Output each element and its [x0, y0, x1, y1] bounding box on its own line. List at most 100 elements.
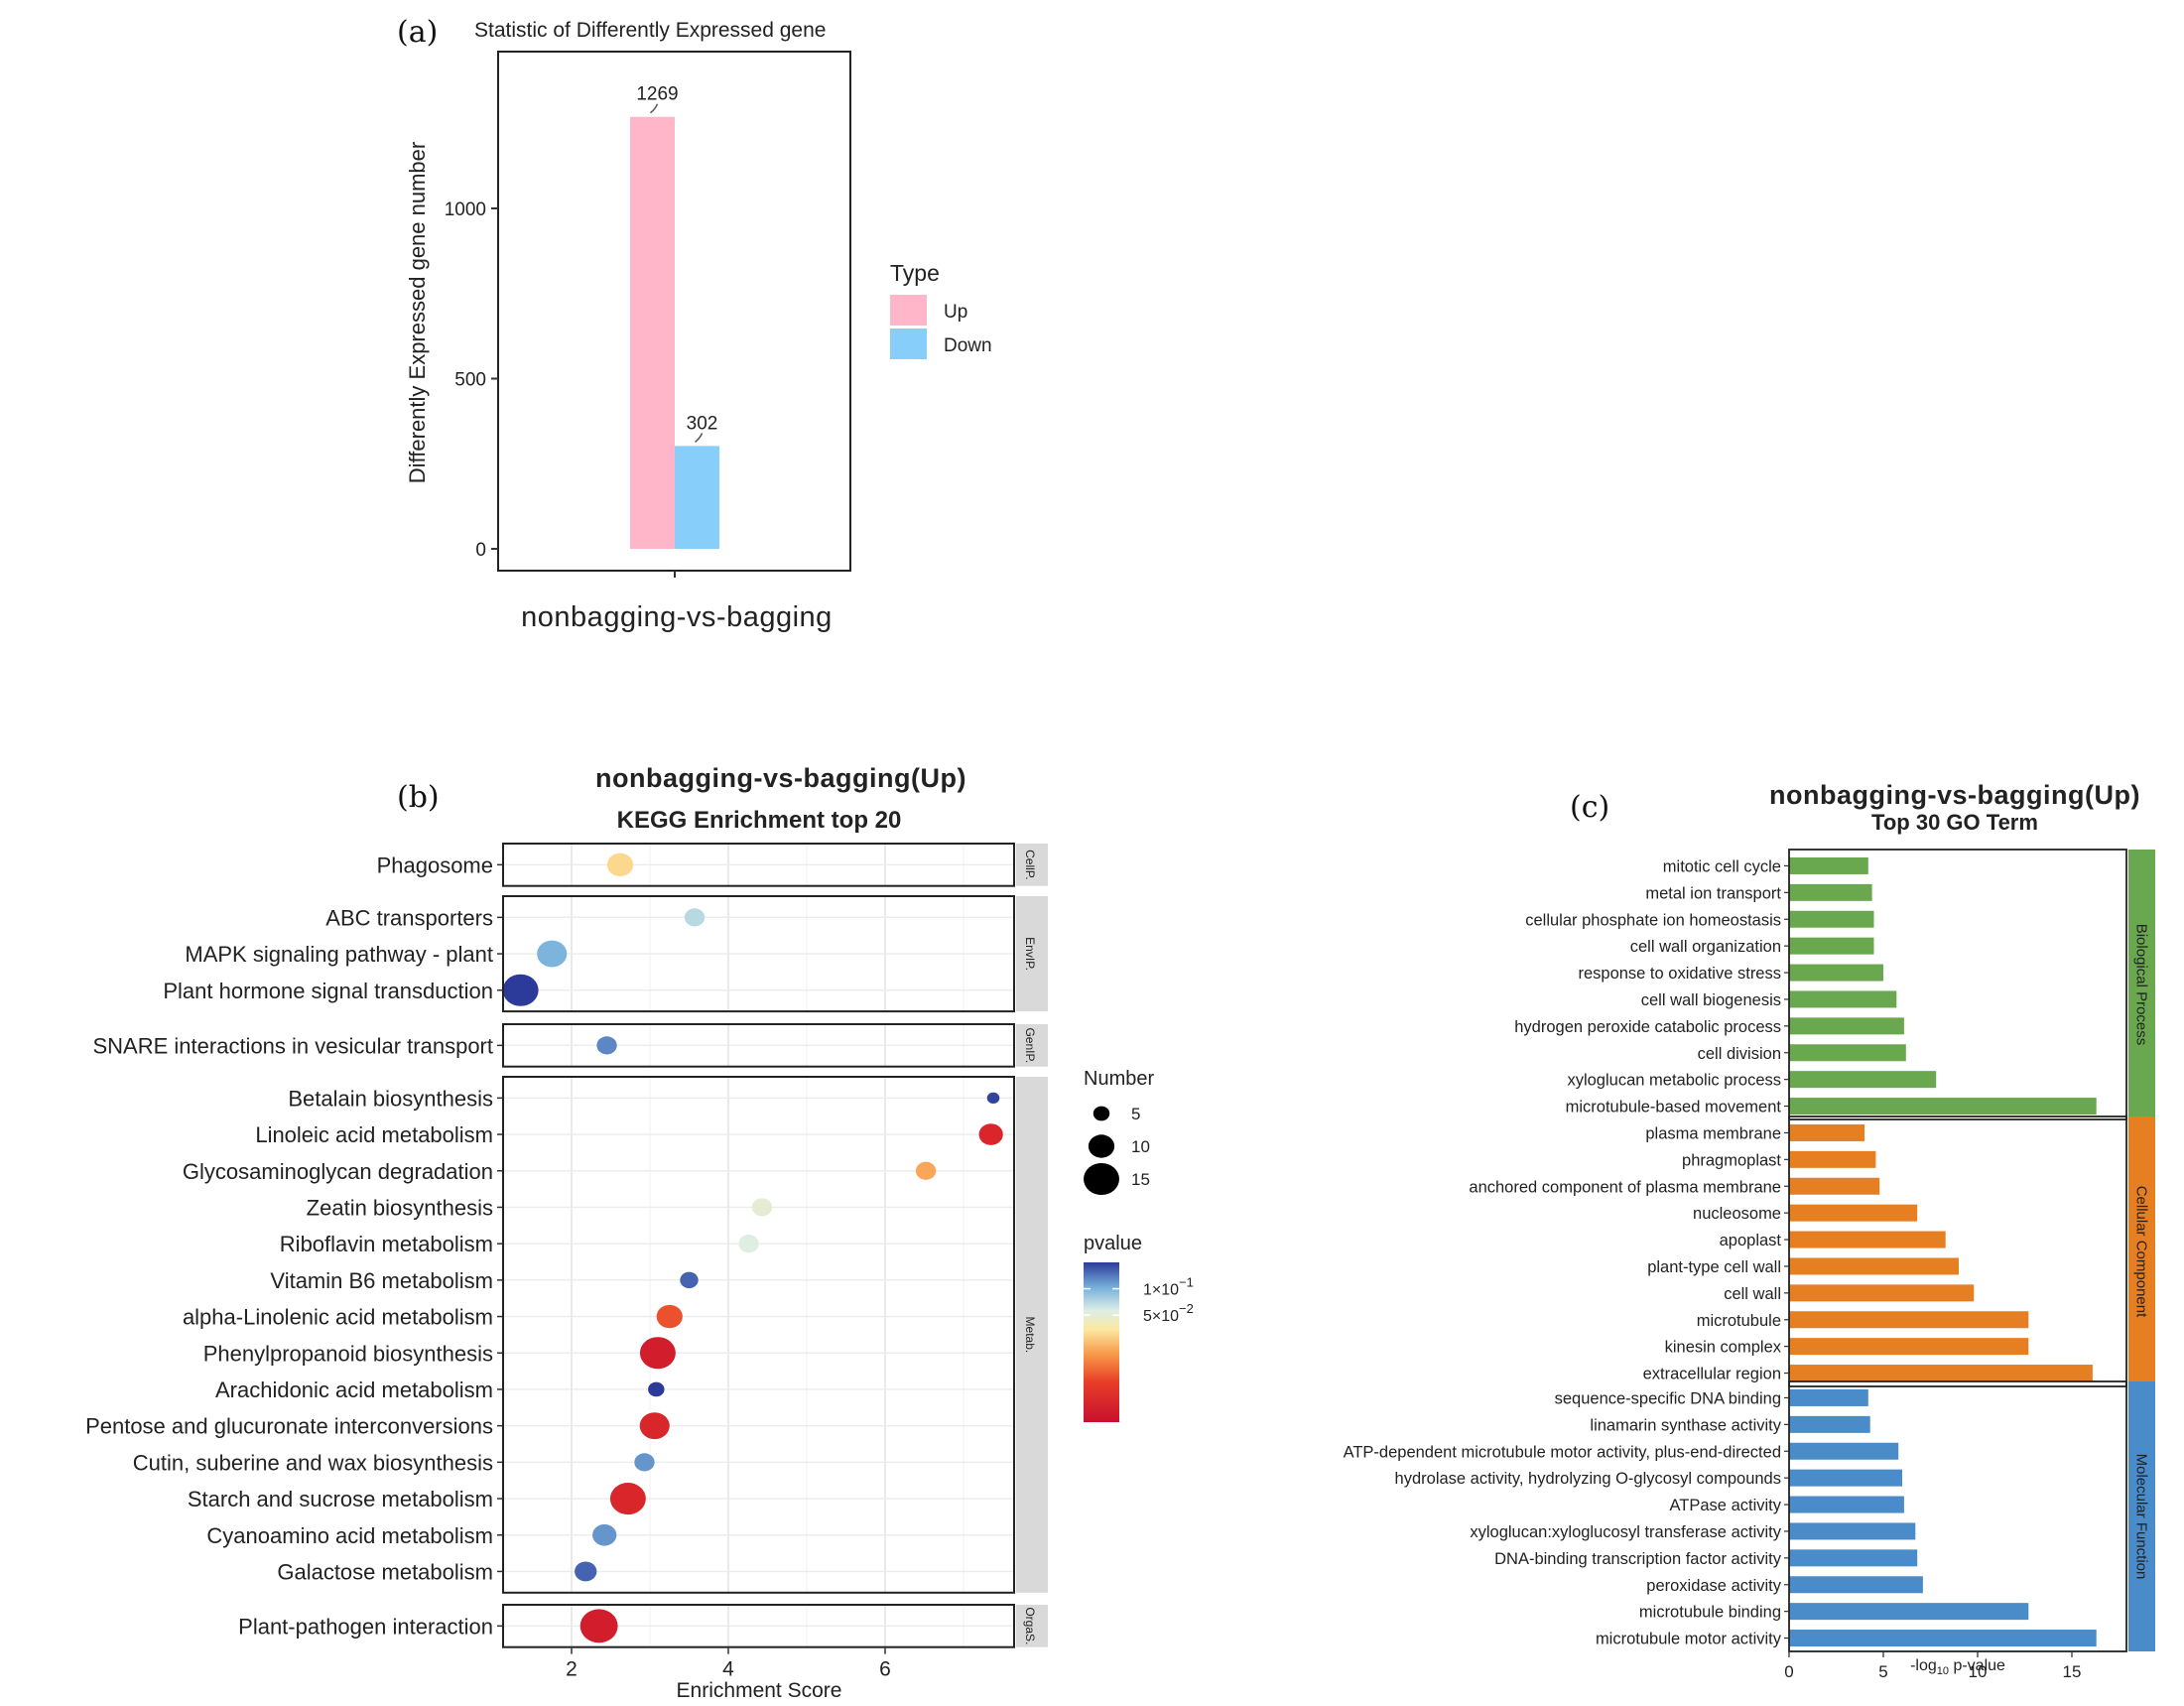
go-bar-microtubule-binding — [1789, 1603, 2029, 1621]
kegg-term-label-phenylpropanoid-biosynthesis: Phenylpropanoid biosynthesis — [203, 1341, 493, 1366]
kegg-color-legend-bar — [1084, 1262, 1119, 1422]
go-bar-nucleosome — [1789, 1204, 1918, 1222]
kegg-facet-strip-orgas — [1016, 1605, 1048, 1647]
go-bar-phragmoplast — [1789, 1150, 1876, 1168]
kegg-term-label-galactose-metabolism: Galactose metabolism — [277, 1559, 493, 1584]
bar-y-tick-label: 500 — [454, 370, 486, 391]
kegg-facet-strip-label-metab: Metab. — [1023, 1317, 1037, 1354]
kegg-size-legend-label-10: 10 — [1131, 1137, 1150, 1156]
bar-chart-legend-title: Type — [890, 260, 940, 286]
panel-b: (b) nonbagging-vs-bagging(Up) KEGG Enric… — [85, 763, 1194, 1702]
go-x-axis-label-tail: p-value — [1949, 1657, 2005, 1674]
go-term-label-response-to-oxidative-stress: response to oxidative stress — [1578, 965, 1781, 983]
go-term-label-linamarin-synthase-activity: linamarin synthase activity — [1590, 1416, 1781, 1434]
kegg-bubble-glycosaminoglycan-degradation — [915, 1161, 937, 1180]
go-term-label-xyloglucan-metabolic-process: xyloglucan metabolic process — [1567, 1072, 1781, 1090]
kegg-term-label-zeatin-biosynthesis: Zeatin biosynthesis — [307, 1195, 493, 1220]
kegg-chart-title: nonbagging-vs-bagging(Up) — [595, 763, 966, 793]
kegg-x-tick-label: 6 — [879, 1658, 891, 1681]
kegg-bubble-betalain-biosynthesis — [986, 1092, 1000, 1104]
kegg-term-label-vitamin-b6-metabolism: Vitamin B6 metabolism — [270, 1268, 493, 1293]
kegg-bubble-plant-pathogen-interaction — [579, 1609, 618, 1643]
bar-value-leader-down — [695, 433, 704, 443]
kegg-x-tick-label: 2 — [566, 1658, 578, 1681]
kegg-facet-strip-cellp — [1016, 844, 1048, 886]
go-term-label-dna-binding-transcription-factor-activity: DNA-binding transcription factor activit… — [1494, 1550, 1782, 1568]
go-term-label-plant-type-cell-wall: plant-type cell wall — [1647, 1258, 1781, 1276]
kegg-color-legend-label-base: 1×10 — [1143, 1282, 1179, 1299]
kegg-bubble-zeatin-biosynthesis — [751, 1198, 773, 1217]
kegg-color-legend-label-exp: −1 — [1179, 1275, 1194, 1290]
legend-label-down: Down — [944, 335, 992, 356]
bar-y-tick-label: 1000 — [445, 199, 486, 220]
kegg-color-legend-label-exp: −2 — [1179, 1301, 1194, 1316]
kegg-facet-strip-label-envip: EnvIP. — [1023, 937, 1037, 971]
kegg-bubble-linoleic-acid-metabolism — [978, 1123, 1003, 1145]
legend-swatch-down — [890, 328, 927, 359]
go-bar-cell-division — [1789, 1044, 1906, 1062]
bar-value-label-down: 302 — [687, 413, 718, 434]
kegg-facet-strip-envip — [1016, 896, 1048, 1012]
kegg-facet-frame-cellp — [502, 843, 1015, 887]
bar-up — [630, 116, 675, 549]
go-term-label-nucleosome: nucleosome — [1693, 1205, 1781, 1223]
go-term-label-anchored-component-of-plasma-membrane: anchored component of plasma membrane — [1469, 1178, 1781, 1196]
kegg-bubble-vitamin-b6-metabolism — [680, 1271, 699, 1289]
kegg-term-label-mapk-signaling-pathway-plant: MAPK signaling pathway - plant — [185, 942, 493, 967]
go-bar-plant-type-cell-wall — [1789, 1257, 1959, 1275]
kegg-facet-strip-label-orgas: OrgaS. — [1023, 1607, 1037, 1644]
kegg-bubble-pentose-and-glucuronate-interconversions — [639, 1412, 670, 1440]
go-bar-mitotic-cell-cycle — [1789, 856, 1868, 874]
go-bar-kinesin-complex — [1789, 1338, 2029, 1356]
kegg-bubble-arachidonic-acid-metabolism — [648, 1381, 665, 1397]
kegg-x-axis-label: Enrichment Score — [677, 1679, 842, 1702]
kegg-facet-frame-genip — [502, 1023, 1015, 1068]
legend-swatch-up — [890, 295, 927, 326]
panel-label-c: (c) — [1570, 790, 1609, 825]
kegg-size-legend-dot-10 — [1088, 1134, 1115, 1158]
go-term-label-cell-division: cell division — [1698, 1045, 1781, 1063]
go-bar-microtubule — [1789, 1311, 2029, 1329]
go-group-strip-label-cellular-component: Cellular Component — [2133, 1186, 2150, 1318]
go-group-strip-molecular-function — [2128, 1381, 2155, 1651]
go-term-label-hydrogen-peroxide-catabolic-process: hydrogen peroxide catabolic process — [1514, 1018, 1781, 1036]
kegg-x-tick-label: 4 — [722, 1658, 734, 1681]
kegg-size-legend-title: Number — [1084, 1068, 1154, 1090]
kegg-term-label-snare-interactions-in-vesicular-transport: SNARE interactions in vesicular transpor… — [93, 1033, 494, 1058]
bar-value-leader-up — [650, 103, 659, 114]
go-group-strip-label-molecular-function: Molecular Function — [2133, 1454, 2150, 1580]
go-bar-cellular-phosphate-ion-homeostasis — [1789, 910, 1874, 928]
kegg-term-label-plant-hormone-signal-transduction: Plant hormone signal transduction — [163, 979, 493, 1003]
kegg-facet-frame-envip — [502, 895, 1015, 1013]
go-term-label-cell-wall: cell wall — [1724, 1285, 1781, 1303]
go-group-frame-molecular-function — [1788, 1380, 2127, 1652]
kegg-size-legend-label-15: 15 — [1131, 1170, 1150, 1189]
go-bar-apoplast — [1789, 1231, 1946, 1248]
go-x-tick-label: 10 — [1969, 1662, 1988, 1681]
bar-chart-title: Statistic of Differently Expressed gene — [474, 19, 826, 42]
go-x-axis-label-main: -log — [1910, 1657, 1937, 1674]
kegg-term-label-starch-and-sucrose-metabolism: Starch and sucrose metabolism — [188, 1487, 493, 1511]
go-bar-peroxidase-activity — [1789, 1576, 1923, 1594]
go-bar-sequence-specific-dna-binding — [1789, 1388, 1868, 1406]
kegg-color-legend-title: pvalue — [1084, 1233, 1142, 1254]
kegg-term-label-phagosome: Phagosome — [377, 853, 493, 877]
kegg-facet-strip-label-cellp: CellP. — [1023, 850, 1037, 879]
go-bar-cell-wall — [1789, 1284, 1975, 1302]
kegg-facet-strip-metab — [1016, 1077, 1048, 1593]
go-group-strip-cellular-component — [2128, 1116, 2155, 1386]
kegg-bubble-galactose-metabolism — [575, 1561, 597, 1582]
kegg-bubble-plant-hormone-signal-transduction — [502, 974, 539, 1006]
go-term-label-phragmoplast: phragmoplast — [1682, 1151, 1781, 1169]
go-bar-atpase-activity — [1789, 1496, 1904, 1513]
go-bar-cell-wall-biogenesis — [1789, 990, 1897, 1008]
panel-label-a: (a) — [397, 15, 438, 50]
kegg-bubble-phenylpropanoid-biosynthesis — [639, 1337, 676, 1370]
go-bar-microtubule-motor-activity — [1789, 1630, 2097, 1647]
kegg-term-label-arachidonic-acid-metabolism: Arachidonic acid metabolism — [215, 1378, 493, 1402]
kegg-facet-panel-metab — [503, 1077, 1014, 1593]
go-bar-metal-ion-transport — [1789, 883, 1872, 901]
go-x-axis-label-sub: 10 — [1937, 1665, 1949, 1677]
kegg-bubble-phagosome — [606, 853, 634, 877]
